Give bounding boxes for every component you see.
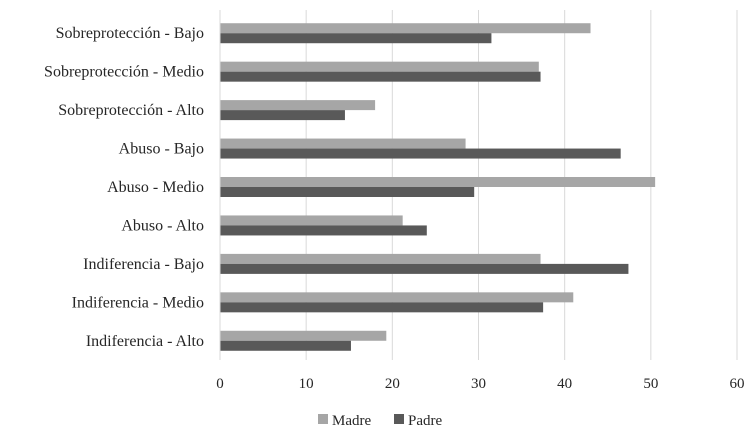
x-tick-label: 20 — [385, 376, 400, 392]
bar-madre-7 — [220, 292, 573, 302]
bar-madre-8 — [220, 331, 386, 341]
bar-madre-2 — [220, 100, 375, 110]
bar-padre-0 — [220, 33, 491, 43]
bar-madre-5 — [220, 215, 403, 225]
legend-label-padre: Padre — [408, 413, 442, 429]
bar-padre-8 — [220, 341, 351, 351]
category-label: Indiferencia - Alto — [86, 333, 204, 350]
bars — [220, 23, 655, 351]
category-label: Sobreprotección - Alto — [58, 102, 204, 119]
legend-swatch-madre — [318, 414, 328, 424]
category-labels: Sobreprotección - Bajo Sobreprotección - … — [44, 25, 204, 350]
bar-padre-1 — [220, 72, 541, 82]
x-tick-label: 40 — [557, 376, 572, 392]
bar-padre-2 — [220, 110, 345, 120]
legend-swatch-padre — [394, 414, 404, 424]
legend: Madre Padre — [318, 413, 442, 429]
category-label: Abuso - Alto — [121, 217, 204, 234]
category-label: Sobreprotección - Bajo — [56, 25, 204, 42]
x-tick-labels: 0 10 20 30 40 50 60 — [216, 376, 744, 392]
x-tick-label: 50 — [643, 376, 658, 392]
bar-padre-7 — [220, 302, 543, 312]
category-label: Sobreprotección - Medio — [44, 64, 204, 81]
bar-padre-5 — [220, 225, 427, 235]
x-tick-label: 10 — [299, 376, 314, 392]
category-label: Indiferencia - Medio — [72, 294, 204, 311]
category-label: Abuso - Bajo — [119, 141, 204, 158]
bar-madre-6 — [220, 254, 541, 264]
x-tick-label: 30 — [471, 376, 486, 392]
category-label: Indiferencia - Bajo — [83, 256, 204, 273]
bar-madre-3 — [220, 139, 466, 149]
x-tick-label: 60 — [730, 376, 744, 392]
bar-padre-3 — [220, 149, 621, 159]
category-label: Abuso - Medio — [107, 179, 204, 196]
bar-madre-4 — [220, 177, 655, 187]
bar-madre-0 — [220, 23, 591, 33]
bar-madre-1 — [220, 62, 539, 72]
bar-padre-4 — [220, 187, 474, 197]
legend-label-madre: Madre — [332, 413, 371, 429]
bar-padre-6 — [220, 264, 628, 274]
x-tick-label: 0 — [216, 376, 224, 392]
